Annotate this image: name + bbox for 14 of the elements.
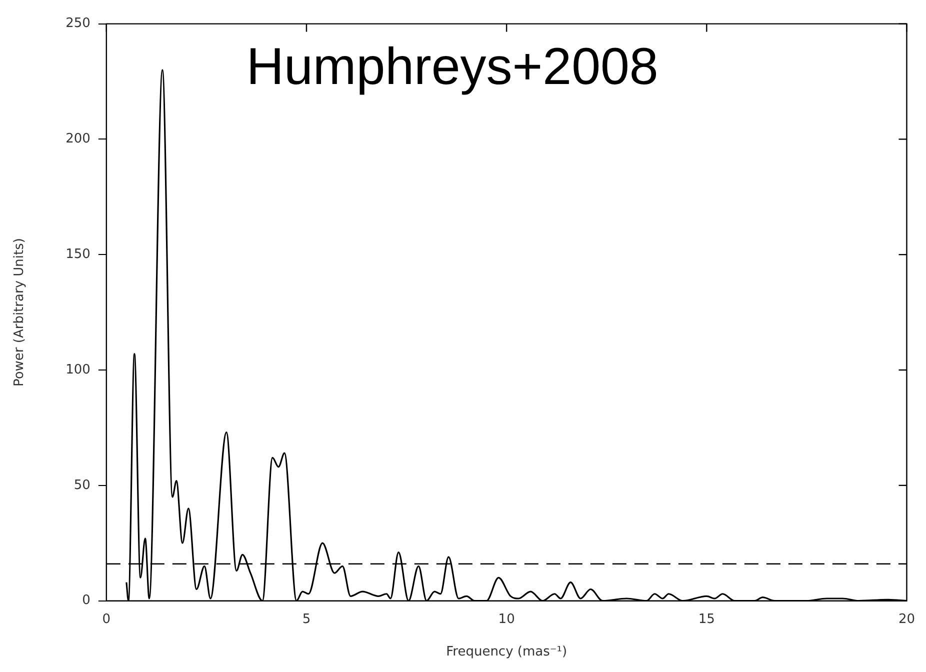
- y-tick-label: 200: [66, 132, 90, 147]
- y-tick-label: 50: [74, 478, 90, 493]
- annotation: Humphreys+2008: [246, 38, 658, 96]
- x-tick-label: 10: [498, 612, 515, 627]
- x-axis-title: Frequency (mas⁻¹): [446, 644, 568, 660]
- y-tick-label: 250: [66, 16, 90, 32]
- x-tick-label: 20: [898, 612, 915, 627]
- y-tick-label: 150: [66, 246, 90, 262]
- x-tick-label: 0: [102, 612, 111, 627]
- y-tick-label: 100: [66, 362, 90, 378]
- x-tick-label: 15: [698, 612, 715, 627]
- y-axis-title: Power (Arbitrary Units): [12, 238, 28, 387]
- y-tick-label: 0: [82, 593, 90, 608]
- x-tick-label: 5: [302, 612, 311, 627]
